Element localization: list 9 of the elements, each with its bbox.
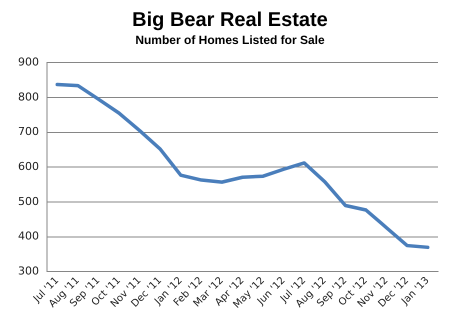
y-tick-label: 400 <box>18 230 39 243</box>
chart-title: Big Bear Real Estate <box>131 8 329 32</box>
chart-subtitle: Number of Homes Listed for Sale <box>134 32 326 48</box>
y-tick-label: 900 <box>18 55 39 68</box>
y-tick-label: 300 <box>18 264 39 278</box>
y-tick-label: 800 <box>18 90 39 104</box>
y-tick-label: 600 <box>18 160 39 174</box>
y-tick-label: 700 <box>18 125 39 138</box>
y-tick-label: 500 <box>18 194 39 208</box>
